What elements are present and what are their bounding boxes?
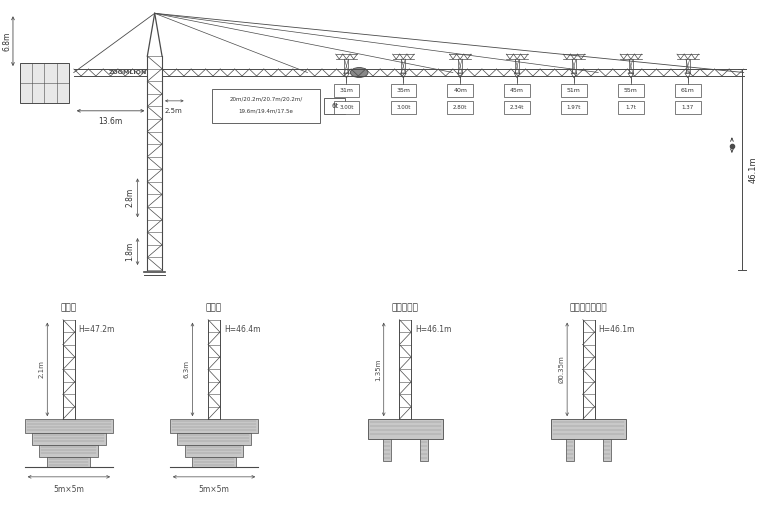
- Text: 55m: 55m: [624, 88, 638, 93]
- Bar: [561, 101, 587, 114]
- Text: 6.8m: 6.8m: [2, 31, 11, 51]
- Text: H=46.1m: H=46.1m: [599, 325, 635, 333]
- Bar: [675, 101, 701, 114]
- Bar: [391, 84, 416, 97]
- Bar: [32, 433, 106, 445]
- Bar: [603, 439, 611, 461]
- Text: Ø0.35m: Ø0.35m: [558, 355, 564, 383]
- Text: 1.8m: 1.8m: [125, 242, 135, 261]
- Bar: [192, 457, 236, 467]
- Bar: [212, 89, 320, 123]
- Bar: [675, 84, 701, 97]
- Bar: [334, 84, 359, 97]
- Text: 1.35m: 1.35m: [375, 358, 381, 381]
- Text: ZOOMLION: ZOOMLION: [109, 70, 147, 75]
- Bar: [505, 84, 530, 97]
- Bar: [552, 419, 626, 439]
- Text: 1.37: 1.37: [682, 105, 694, 110]
- Bar: [448, 84, 473, 97]
- Text: H=46.4m: H=46.4m: [224, 325, 261, 333]
- Text: 13.6m: 13.6m: [99, 117, 122, 126]
- Text: 深层小板固定式: 深层小板固定式: [570, 303, 607, 312]
- Bar: [448, 101, 473, 114]
- Ellipse shape: [350, 68, 368, 78]
- Text: 2.34t: 2.34t: [510, 105, 524, 110]
- Text: 6.3m: 6.3m: [183, 361, 189, 378]
- Text: 31m: 31m: [340, 88, 353, 93]
- Text: 6t: 6t: [331, 103, 338, 109]
- Bar: [618, 84, 644, 97]
- Text: 51m: 51m: [567, 88, 581, 93]
- Text: 3.00t: 3.00t: [339, 105, 353, 110]
- Text: 61m: 61m: [681, 88, 695, 93]
- Bar: [25, 419, 113, 433]
- Text: 1.7t: 1.7t: [625, 105, 636, 110]
- Bar: [383, 439, 391, 461]
- Bar: [334, 101, 359, 114]
- FancyBboxPatch shape: [324, 98, 346, 114]
- Text: 2.8m: 2.8m: [125, 188, 135, 207]
- Bar: [561, 84, 587, 97]
- Bar: [20, 63, 69, 103]
- Text: 1.97t: 1.97t: [567, 105, 581, 110]
- Bar: [618, 101, 644, 114]
- Text: 2.80t: 2.80t: [453, 105, 467, 110]
- Text: 2.1m: 2.1m: [38, 361, 44, 378]
- Text: 45m: 45m: [510, 88, 524, 93]
- Text: 2.5m: 2.5m: [165, 108, 182, 114]
- Text: H=47.2m: H=47.2m: [79, 325, 115, 333]
- Bar: [391, 101, 416, 114]
- Bar: [420, 439, 428, 461]
- Text: 支脶固定式: 支脶固定式: [392, 303, 419, 312]
- Text: 3.00t: 3.00t: [396, 105, 410, 110]
- Bar: [40, 445, 98, 457]
- Bar: [505, 101, 530, 114]
- Bar: [566, 439, 574, 461]
- Bar: [170, 419, 258, 433]
- Text: 19.6m/19.4m/17.5e: 19.6m/19.4m/17.5e: [239, 108, 293, 113]
- Text: 20m/20.2m/20.7m/20.2m/: 20m/20.2m/20.7m/20.2m/: [230, 96, 302, 102]
- Text: 5m×5m: 5m×5m: [198, 485, 230, 494]
- Text: 35m: 35m: [396, 88, 410, 93]
- Bar: [368, 419, 442, 439]
- Text: 5m×5m: 5m×5m: [53, 485, 84, 494]
- Text: 46.1m: 46.1m: [749, 156, 758, 183]
- Bar: [47, 457, 90, 467]
- Text: 固定式: 固定式: [206, 303, 222, 312]
- Bar: [177, 433, 252, 445]
- Text: 行走式: 行走式: [61, 303, 77, 312]
- Text: H=46.1m: H=46.1m: [415, 325, 451, 333]
- Bar: [185, 445, 243, 457]
- Text: 40m: 40m: [453, 88, 467, 93]
